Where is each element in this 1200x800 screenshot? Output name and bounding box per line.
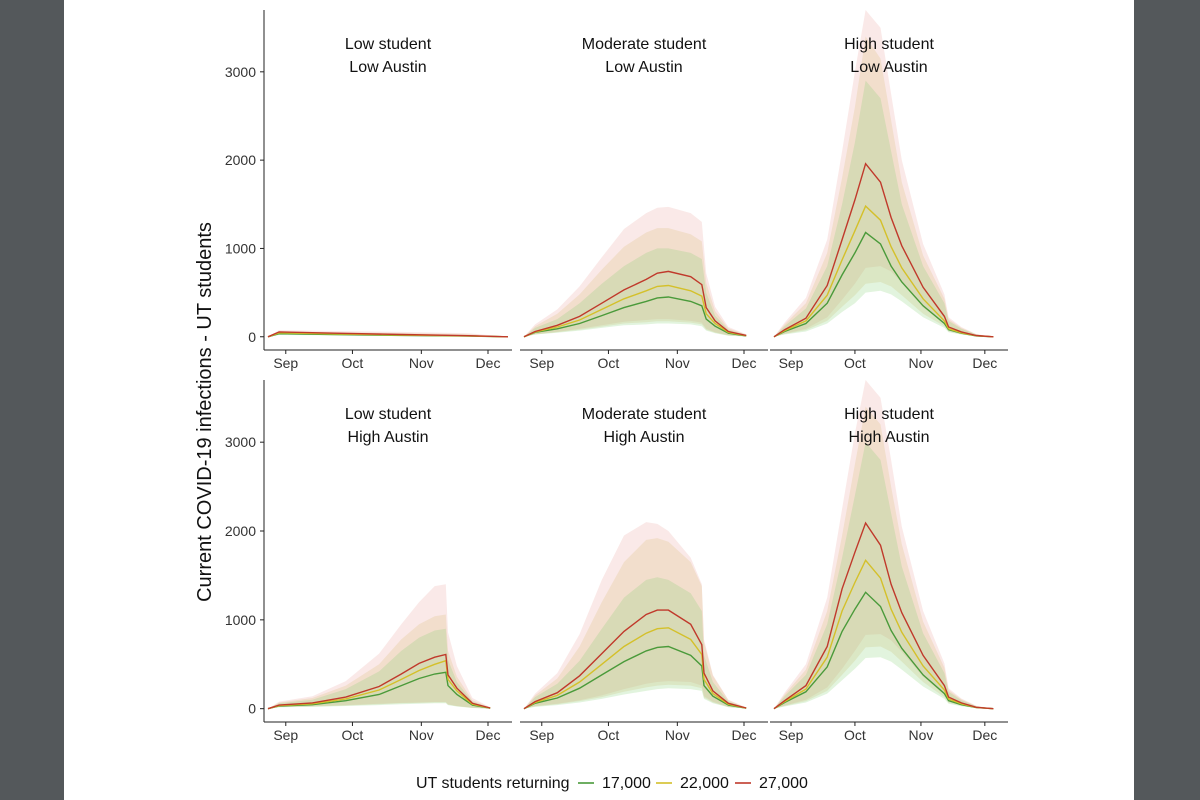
x-tick-label: Oct bbox=[844, 355, 866, 371]
legend-title: UT students returning bbox=[416, 775, 570, 792]
panel-title-line1: High student bbox=[844, 406, 934, 423]
series-line-27000 bbox=[523, 609, 747, 710]
x-tick-label: Dec bbox=[972, 727, 997, 743]
panel-title-line1: Moderate student bbox=[582, 36, 707, 53]
panel-title-line1: Low student bbox=[345, 36, 432, 53]
x-tick-label: Oct bbox=[598, 355, 620, 371]
band-27000 bbox=[524, 522, 747, 709]
panel-2-3: Sep Oct Nov Dec High student High Austin bbox=[770, 380, 1008, 743]
series-line-27000 bbox=[523, 270, 747, 338]
series-line-27000 bbox=[267, 331, 509, 338]
x-tick-label: Dec bbox=[476, 727, 501, 743]
band-17000 bbox=[524, 577, 747, 709]
panel-title-line2: High Austin bbox=[348, 429, 429, 446]
x-tick-label: Dec bbox=[732, 727, 757, 743]
panel-title-line2: Low Austin bbox=[605, 59, 682, 76]
x-tick-label: Sep bbox=[529, 355, 554, 371]
x-tick-label: Oct bbox=[342, 727, 364, 743]
series-line-17000 bbox=[523, 645, 747, 710]
band-17000 bbox=[774, 80, 994, 337]
y-tick-label: 1000 bbox=[225, 240, 256, 256]
band-17000 bbox=[268, 628, 491, 709]
series-line-27000 bbox=[267, 653, 491, 710]
series-line-27000 bbox=[773, 162, 994, 338]
series-line-17000 bbox=[773, 591, 994, 710]
y-tick-label: 1000 bbox=[225, 612, 256, 628]
x-tick-label: Sep bbox=[779, 355, 804, 371]
panel-title-line2: Low Austin bbox=[850, 59, 927, 76]
x-tick-label: Nov bbox=[908, 727, 933, 743]
legend-label-27000: 27,000 bbox=[759, 775, 808, 792]
panel-title-line2: High Austin bbox=[604, 429, 685, 446]
x-tick-label: Nov bbox=[409, 727, 434, 743]
x-tick-label: Nov bbox=[908, 355, 933, 371]
x-tick-label: Nov bbox=[409, 355, 434, 371]
panel-2-2: Sep Oct Nov Dec Moderate student High Austin bbox=[520, 406, 768, 743]
x-tick-label: Oct bbox=[844, 727, 866, 743]
x-tick-label: Dec bbox=[972, 355, 997, 371]
series-line-22000 bbox=[523, 627, 747, 710]
band-27000 bbox=[774, 380, 994, 709]
y-tick-label: 3000 bbox=[225, 434, 256, 450]
y-tick-label: 2000 bbox=[225, 523, 256, 539]
panel-title-line1: Low student bbox=[345, 406, 432, 423]
legend: UT students returning 17,000 22,000 27,000 bbox=[416, 775, 808, 792]
panel-title-line2: High Austin bbox=[849, 429, 930, 446]
band-27000 bbox=[524, 206, 747, 337]
band-17000 bbox=[524, 248, 747, 337]
chart-page: Current COVID-19 infections - UT student… bbox=[64, 0, 1134, 800]
band-22000 bbox=[524, 228, 747, 337]
y-tick-label: 2000 bbox=[225, 152, 256, 168]
panel-2-1: 0 1000 2000 3000 Sep Oct Nov Dec Low student High… bbox=[225, 380, 512, 743]
band-22000 bbox=[774, 36, 994, 337]
band-27000 bbox=[774, 10, 994, 337]
x-tick-label: Oct bbox=[342, 355, 364, 371]
x-tick-label: Sep bbox=[273, 727, 298, 743]
series-line-22000 bbox=[523, 284, 747, 338]
series-line-17000 bbox=[523, 296, 747, 338]
x-tick-label: Dec bbox=[732, 355, 757, 371]
series-line-17000 bbox=[267, 671, 491, 710]
band-22000 bbox=[268, 614, 491, 709]
x-tick-label: Dec bbox=[476, 355, 501, 371]
panel-1-2: Sep Oct Nov Dec Moderate student Low Austin bbox=[520, 36, 768, 371]
series-line-22000 bbox=[267, 659, 491, 710]
legend-label-17000: 17,000 bbox=[602, 775, 651, 792]
y-axis-label: Current COVID-19 infections - UT student… bbox=[194, 222, 216, 602]
legend-label-22000: 22,000 bbox=[680, 775, 729, 792]
faceted-area-chart: Current COVID-19 infections - UT student… bbox=[194, 10, 1008, 792]
panel-1-3: Sep Oct Nov Dec High student Low Austin bbox=[770, 10, 1008, 371]
series-line-27000 bbox=[773, 521, 994, 710]
y-tick-label: 0 bbox=[248, 701, 256, 717]
panel-title-line1: High student bbox=[844, 36, 934, 53]
series-line-22000 bbox=[773, 204, 994, 338]
y-tick-label: 3000 bbox=[225, 64, 256, 80]
panel-title-line1: Moderate student bbox=[582, 406, 707, 423]
y-tick-label: 0 bbox=[248, 329, 256, 345]
panel-title-line2: Low Austin bbox=[349, 59, 426, 76]
x-tick-label: Nov bbox=[665, 727, 690, 743]
x-tick-label: Sep bbox=[529, 727, 554, 743]
x-tick-label: Nov bbox=[665, 355, 690, 371]
x-tick-label: Sep bbox=[273, 355, 298, 371]
x-tick-label: Oct bbox=[598, 727, 620, 743]
panel-1-1: 0 1000 2000 3000 Sep Oct Nov Dec Low student Low … bbox=[225, 10, 512, 371]
series-line-22000 bbox=[773, 559, 994, 710]
x-tick-label: Sep bbox=[779, 727, 804, 743]
band-27000 bbox=[268, 584, 491, 709]
